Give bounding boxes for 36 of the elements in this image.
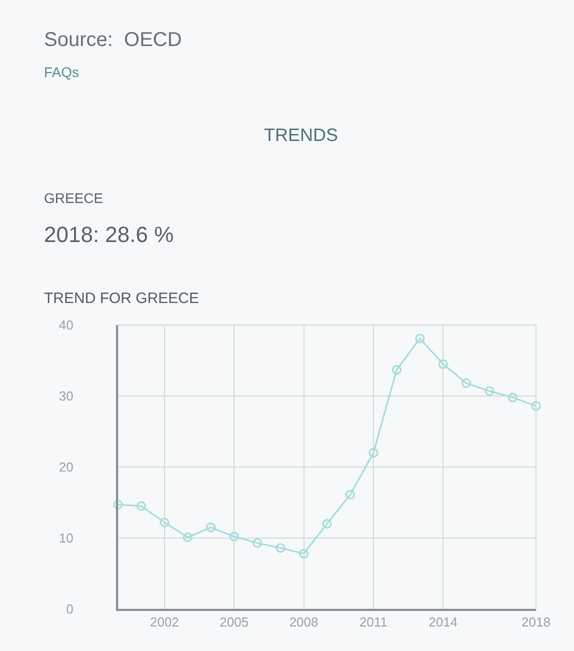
point	[484, 386, 494, 396]
point	[252, 538, 262, 548]
point	[438, 359, 448, 369]
point	[182, 532, 192, 542]
x-tick-label: 2018	[522, 614, 550, 630]
x-tick-label: 2008	[289, 614, 318, 630]
point	[298, 548, 309, 558]
point	[392, 364, 402, 375]
x-tick-label: 2014	[428, 614, 458, 630]
text: GREECE	[44, 190, 104, 206]
y-tick-label: 0	[66, 602, 74, 617]
point	[136, 501, 146, 511]
point	[462, 378, 472, 388]
x-tick-label: 2002	[150, 614, 179, 630]
point	[276, 543, 286, 553]
point	[113, 500, 123, 510]
point	[206, 522, 216, 532]
y-tick-label: 10	[58, 530, 74, 546]
point	[345, 490, 356, 500]
text: FAQs	[44, 64, 80, 80]
point	[229, 532, 239, 542]
x-tick-label: 2011	[359, 614, 388, 630]
y-tick-label: 40	[58, 318, 74, 333]
source-note: Source: OECD	[44, 29, 182, 51]
point	[160, 518, 170, 528]
point	[368, 448, 378, 458]
point	[322, 519, 332, 529]
text: 2018: 28.6 %	[44, 222, 174, 247]
text: TRENDS	[264, 125, 338, 145]
chart-title: TREND FOR GREECE	[44, 290, 200, 307]
point	[415, 334, 425, 344]
point	[508, 392, 518, 402]
x-tick-label: 2005	[220, 614, 249, 630]
point	[531, 401, 541, 411]
y-tick-label: 20	[58, 460, 74, 475]
y-tick-label: 30	[58, 388, 74, 404]
